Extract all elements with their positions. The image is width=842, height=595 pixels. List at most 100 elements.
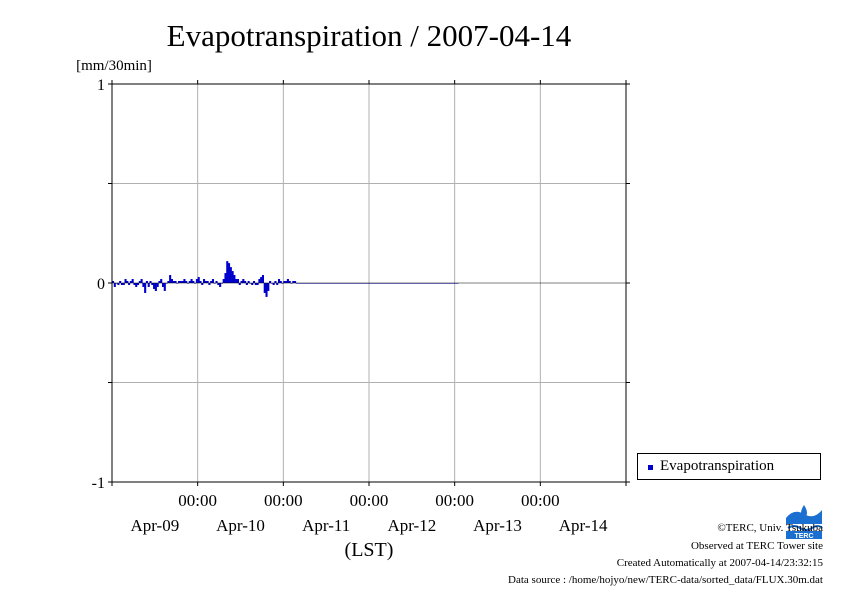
y-tick-label: 1: [97, 77, 105, 94]
bar: [131, 279, 134, 283]
bar: [122, 283, 125, 285]
bar: [113, 283, 116, 287]
data-source-text: Data source : /home/hojyo/new/TERC-data/…: [508, 574, 823, 586]
bar: [247, 281, 250, 283]
bar: [272, 283, 275, 285]
bar: [276, 283, 279, 285]
bar: [170, 279, 173, 283]
bar: [147, 283, 150, 287]
chart-title: Evapotranspiration / 2007-04-14: [167, 18, 572, 53]
bar: [153, 283, 156, 289]
bar: [285, 281, 288, 283]
bar: [222, 279, 225, 283]
bar: [201, 283, 204, 285]
bar: [183, 279, 186, 283]
bar: [228, 263, 231, 283]
bar: [236, 279, 240, 283]
bar: [120, 283, 123, 285]
bar: [140, 279, 143, 283]
bar: [154, 283, 157, 291]
bar: [179, 281, 182, 283]
bar: [238, 283, 241, 285]
copyright-text: ©TERC, Univ. Tsukuba: [717, 522, 823, 534]
legend-label-evapotranspiration: Evapotranspiration: [660, 458, 775, 474]
x-date-label: Apr-10: [216, 516, 265, 535]
bar: [252, 281, 256, 283]
bar: [261, 275, 264, 283]
plot-frame: [108, 80, 630, 486]
bar: [188, 281, 191, 283]
bar: [224, 273, 227, 283]
bar: [279, 281, 282, 283]
y-tick-labels: 1 0 -1: [92, 77, 105, 492]
bar: [181, 281, 184, 283]
bar: [263, 283, 266, 293]
bar: [174, 281, 177, 283]
x-axis-title: (LST): [345, 539, 394, 561]
bar: [156, 283, 159, 287]
bar: [274, 281, 277, 283]
svg-text:TERC: TERC: [794, 533, 813, 540]
bar: [138, 281, 141, 283]
x-date-label: Apr-11: [302, 516, 350, 535]
bar: [117, 283, 120, 285]
bar: [283, 281, 286, 283]
bar: [145, 281, 148, 283]
bar: [204, 281, 207, 283]
bar: [292, 281, 295, 283]
bar: [119, 281, 122, 283]
x-tick-labels: 00:00 00:00 00:00 00:00 00:00 Apr-09 Apr-10 Apr…: [130, 491, 608, 535]
y-tick-label: -1: [92, 475, 105, 492]
bar: [258, 279, 261, 283]
bar: [129, 281, 132, 283]
bar: [149, 281, 152, 283]
x-time-label: 00:00: [350, 491, 389, 510]
bar: [265, 283, 268, 297]
bar: [195, 279, 198, 283]
bar: [197, 277, 200, 283]
bar: [254, 283, 257, 285]
bar: [190, 279, 193, 283]
bar: [208, 283, 211, 285]
bar: [126, 281, 129, 283]
bar: [178, 281, 181, 283]
bar: [167, 281, 170, 283]
bar: [199, 281, 202, 283]
bar: [144, 283, 147, 293]
bar: [240, 281, 243, 283]
bar: [142, 283, 145, 287]
bar: [235, 279, 238, 283]
bar: [136, 283, 140, 285]
bar: [185, 281, 188, 283]
bar: [163, 283, 166, 291]
x-time-label: 00:00: [521, 491, 560, 510]
bar: [219, 283, 222, 287]
bar: [124, 279, 127, 283]
x-date-label: Apr-13: [473, 516, 522, 535]
bar: [203, 279, 206, 283]
bar: [245, 283, 248, 285]
bar: [135, 283, 138, 287]
bar: [229, 267, 232, 283]
x-time-label: 00:00: [264, 491, 303, 510]
bar: [192, 281, 195, 283]
x-date-label: Apr-12: [387, 516, 436, 535]
y-axis-unit-label: [mm/30min]: [76, 58, 152, 74]
bar: [172, 281, 175, 283]
bar: [256, 283, 259, 285]
bar: [251, 283, 254, 285]
bar: [210, 281, 213, 283]
bar: [269, 281, 272, 283]
bar: [277, 279, 281, 283]
data-bars: [112, 261, 459, 297]
bar: [151, 283, 154, 285]
bar: [206, 281, 209, 283]
bar: [244, 281, 247, 283]
bar: [294, 281, 297, 283]
bar: [215, 281, 218, 283]
terc-logo: TERC: [784, 502, 824, 540]
bar: [233, 275, 236, 283]
x-date-label: Apr-14: [559, 516, 608, 535]
bar: [211, 279, 215, 283]
